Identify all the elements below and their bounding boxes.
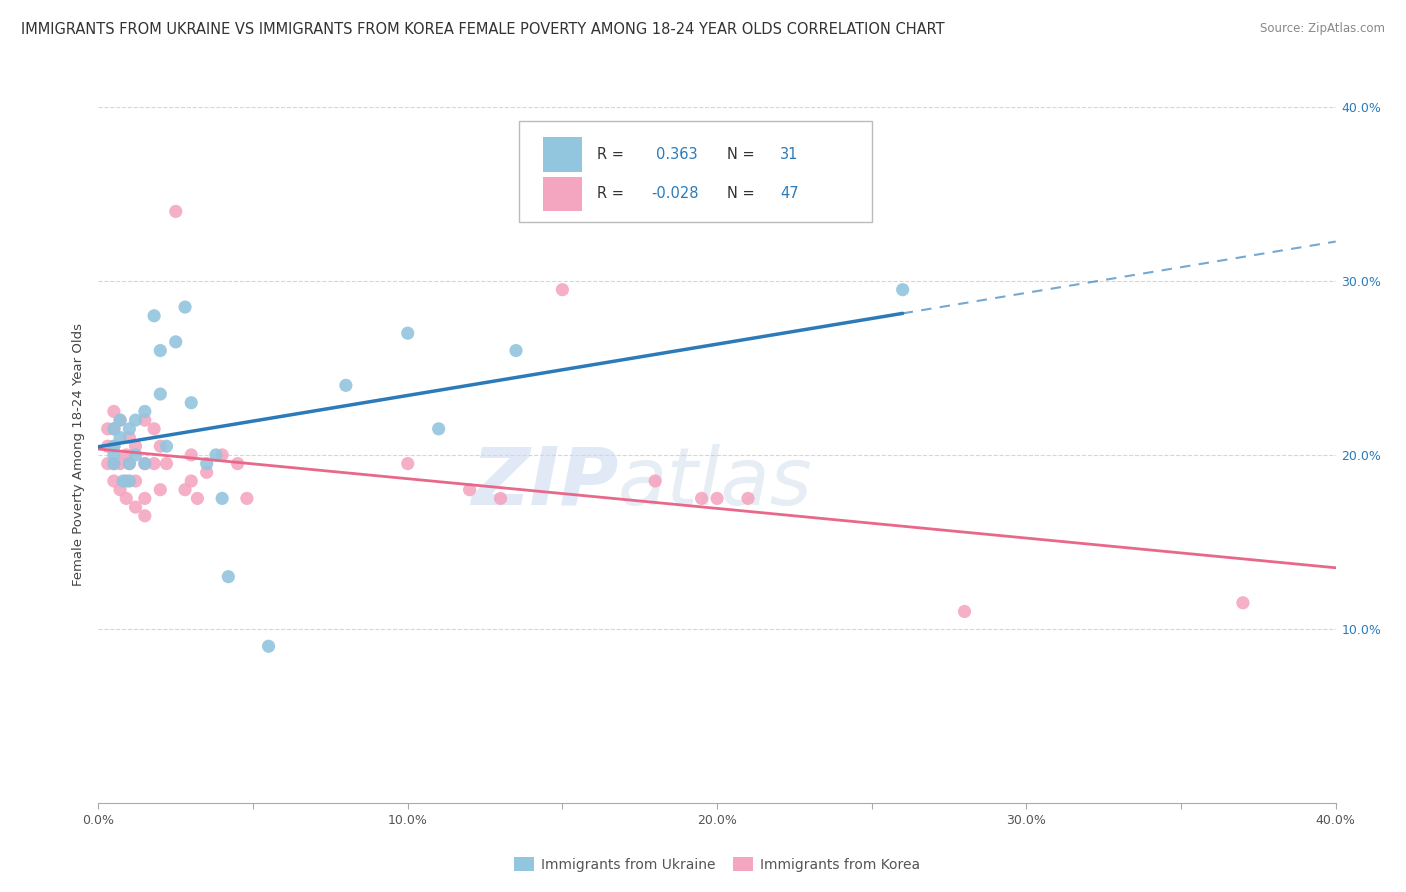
Text: 47: 47: [780, 186, 799, 202]
Point: [134, 457, 156, 471]
Point: [143, 422, 166, 436]
Point: [108, 413, 131, 427]
Point: [103, 422, 125, 436]
Point: [118, 431, 141, 445]
Point: [124, 474, 146, 488]
Point: [103, 439, 125, 453]
Point: [149, 387, 172, 401]
Point: [118, 457, 141, 471]
Y-axis label: Female Poverty Among 18-24 Year Olds: Female Poverty Among 18-24 Year Olds: [72, 324, 86, 586]
Point: [118, 422, 141, 436]
Point: [103, 457, 125, 471]
Point: [115, 448, 138, 462]
Point: [891, 283, 914, 297]
Point: [134, 404, 156, 418]
Point: [706, 491, 728, 506]
Point: [165, 204, 187, 219]
Point: [149, 343, 172, 358]
Point: [211, 491, 233, 506]
FancyBboxPatch shape: [543, 137, 582, 172]
Point: [257, 639, 280, 653]
Point: [134, 413, 156, 427]
Point: [108, 457, 131, 471]
Point: [505, 343, 527, 358]
Point: [134, 457, 156, 471]
Point: [180, 396, 202, 410]
Point: [458, 483, 481, 497]
Point: [186, 491, 208, 506]
Point: [143, 457, 166, 471]
Text: Source: ZipAtlas.com: Source: ZipAtlas.com: [1260, 22, 1385, 36]
Text: R =: R =: [598, 186, 628, 202]
Point: [103, 404, 125, 418]
Point: [97, 422, 120, 436]
FancyBboxPatch shape: [519, 121, 872, 222]
Point: [97, 457, 120, 471]
Text: R =: R =: [598, 147, 628, 162]
Text: ZIP: ZIP: [471, 443, 619, 522]
Point: [103, 474, 125, 488]
Point: [118, 474, 141, 488]
Point: [180, 448, 202, 462]
Point: [103, 439, 125, 453]
Point: [149, 483, 172, 497]
Text: 31: 31: [780, 147, 799, 162]
Point: [165, 334, 187, 349]
Point: [115, 474, 138, 488]
Point: [103, 448, 125, 462]
Point: [108, 413, 131, 427]
Point: [108, 431, 131, 445]
Point: [489, 491, 512, 506]
Point: [174, 483, 197, 497]
Point: [112, 474, 135, 488]
Text: IMMIGRANTS FROM UKRAINE VS IMMIGRANTS FROM KOREA FEMALE POVERTY AMONG 18-24 YEAR: IMMIGRANTS FROM UKRAINE VS IMMIGRANTS FR…: [21, 22, 945, 37]
Point: [217, 570, 239, 584]
Point: [124, 439, 146, 453]
Point: [155, 457, 177, 471]
Point: [134, 508, 156, 523]
Point: [134, 491, 156, 506]
Point: [124, 448, 146, 462]
Point: [103, 422, 125, 436]
Point: [103, 457, 125, 471]
Point: [174, 300, 197, 314]
Point: [108, 483, 131, 497]
Point: [195, 466, 218, 480]
Point: [115, 491, 138, 506]
Point: [149, 439, 172, 453]
Text: N =: N =: [727, 147, 759, 162]
FancyBboxPatch shape: [543, 177, 582, 211]
Point: [195, 457, 218, 471]
Legend: Immigrants from Ukraine, Immigrants from Korea: Immigrants from Ukraine, Immigrants from…: [509, 853, 925, 876]
Point: [953, 605, 976, 619]
Point: [97, 439, 120, 453]
Point: [335, 378, 357, 392]
Text: atlas: atlas: [619, 443, 813, 522]
Point: [180, 474, 202, 488]
Point: [124, 413, 146, 427]
Point: [226, 457, 249, 471]
Text: 0.363: 0.363: [657, 147, 697, 162]
Point: [211, 448, 233, 462]
Point: [396, 457, 419, 471]
Point: [155, 439, 177, 453]
Point: [118, 457, 141, 471]
Point: [551, 283, 574, 297]
Point: [143, 309, 166, 323]
Point: [124, 500, 146, 514]
Point: [690, 491, 713, 506]
Text: -0.028: -0.028: [651, 186, 699, 202]
Point: [396, 326, 419, 340]
Point: [737, 491, 759, 506]
Text: N =: N =: [727, 186, 759, 202]
Point: [427, 422, 450, 436]
Point: [1232, 596, 1254, 610]
Point: [205, 448, 228, 462]
Point: [236, 491, 259, 506]
Point: [644, 474, 666, 488]
